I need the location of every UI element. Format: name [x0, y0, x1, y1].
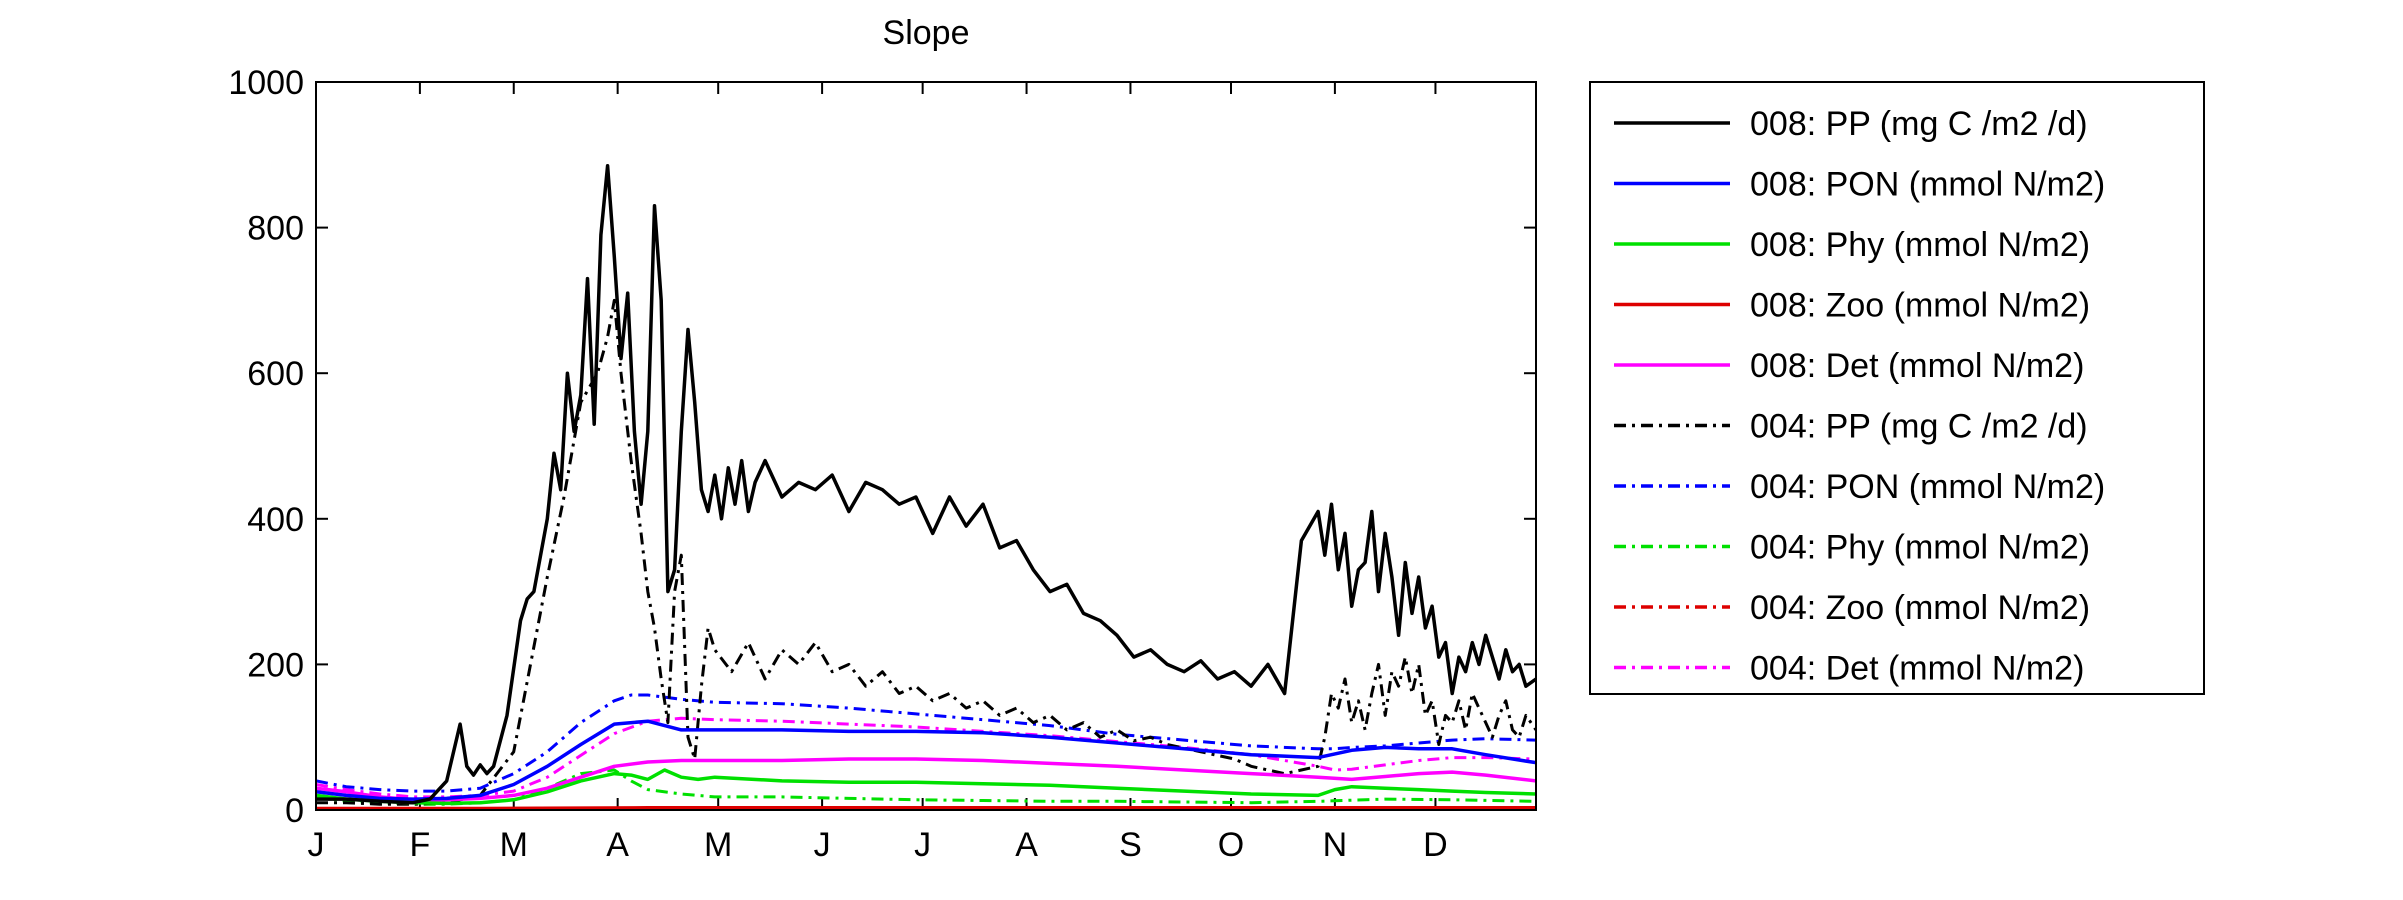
- y-tick-label: 200: [247, 646, 304, 684]
- chart-title: Slope: [883, 14, 970, 52]
- y-axis: 0 200 400 600 800 1000: [228, 64, 1536, 830]
- x-tick-label: F: [410, 826, 431, 864]
- legend-label-5: 004: PP (mg C /m2 /d): [1750, 408, 2088, 446]
- series-line-3: [316, 806, 1536, 810]
- x-tick-label: S: [1119, 826, 1142, 864]
- x-tick-label: D: [1423, 826, 1448, 864]
- legend-label-7: 004: Phy (mmol N/m2): [1750, 529, 2090, 567]
- x-tick-label: M: [704, 826, 732, 864]
- x-tick-label: O: [1218, 826, 1244, 864]
- x-tick-label: J: [308, 826, 325, 864]
- legend-label-6: 004: PON (mmol N/m2): [1750, 468, 2105, 506]
- x-tick-label: A: [1015, 826, 1038, 864]
- series-line-5: [316, 298, 1536, 806]
- series-line-6: [316, 693, 1536, 793]
- x-tick-label: J: [814, 826, 831, 864]
- y-tick-label: 800: [247, 210, 304, 248]
- legend-label-8: 004: Zoo (mmol N/m2): [1750, 589, 2090, 627]
- legend-label-1: 008: PON (mmol N/m2): [1750, 166, 2105, 204]
- x-tick-label: N: [1323, 826, 1348, 864]
- x-tick-label: M: [500, 826, 528, 864]
- y-tick-label: 600: [247, 355, 304, 393]
- x-tick-label: J: [914, 826, 931, 864]
- series-line-1: [316, 719, 1536, 801]
- legend: 008: PP (mg C /m2 /d) 008: PON (mmol N/m2…: [1589, 81, 2205, 695]
- x-tick-label: A: [606, 826, 629, 864]
- plot-frame: [315, 81, 1537, 811]
- y-tick-label: 1000: [228, 64, 304, 102]
- y-tick-label: 0: [285, 792, 304, 830]
- series-line-0: [316, 163, 1536, 805]
- legend-label-9: 004: Det (mmol N/m2): [1750, 650, 2084, 688]
- legend-label-0: 008: PP (mg C /m2 /d): [1750, 105, 2088, 143]
- plot-area: [315, 81, 1537, 811]
- y-tick-label: 400: [247, 501, 304, 539]
- legend-label-2: 008: Phy (mmol N/m2): [1750, 226, 2090, 264]
- legend-label-4: 008: Det (mmol N/m2): [1750, 347, 2084, 385]
- series-line-2: [316, 768, 1536, 806]
- series-line-4: [316, 757, 1536, 802]
- legend-label-3: 008: Zoo (mmol N/m2): [1750, 287, 2090, 325]
